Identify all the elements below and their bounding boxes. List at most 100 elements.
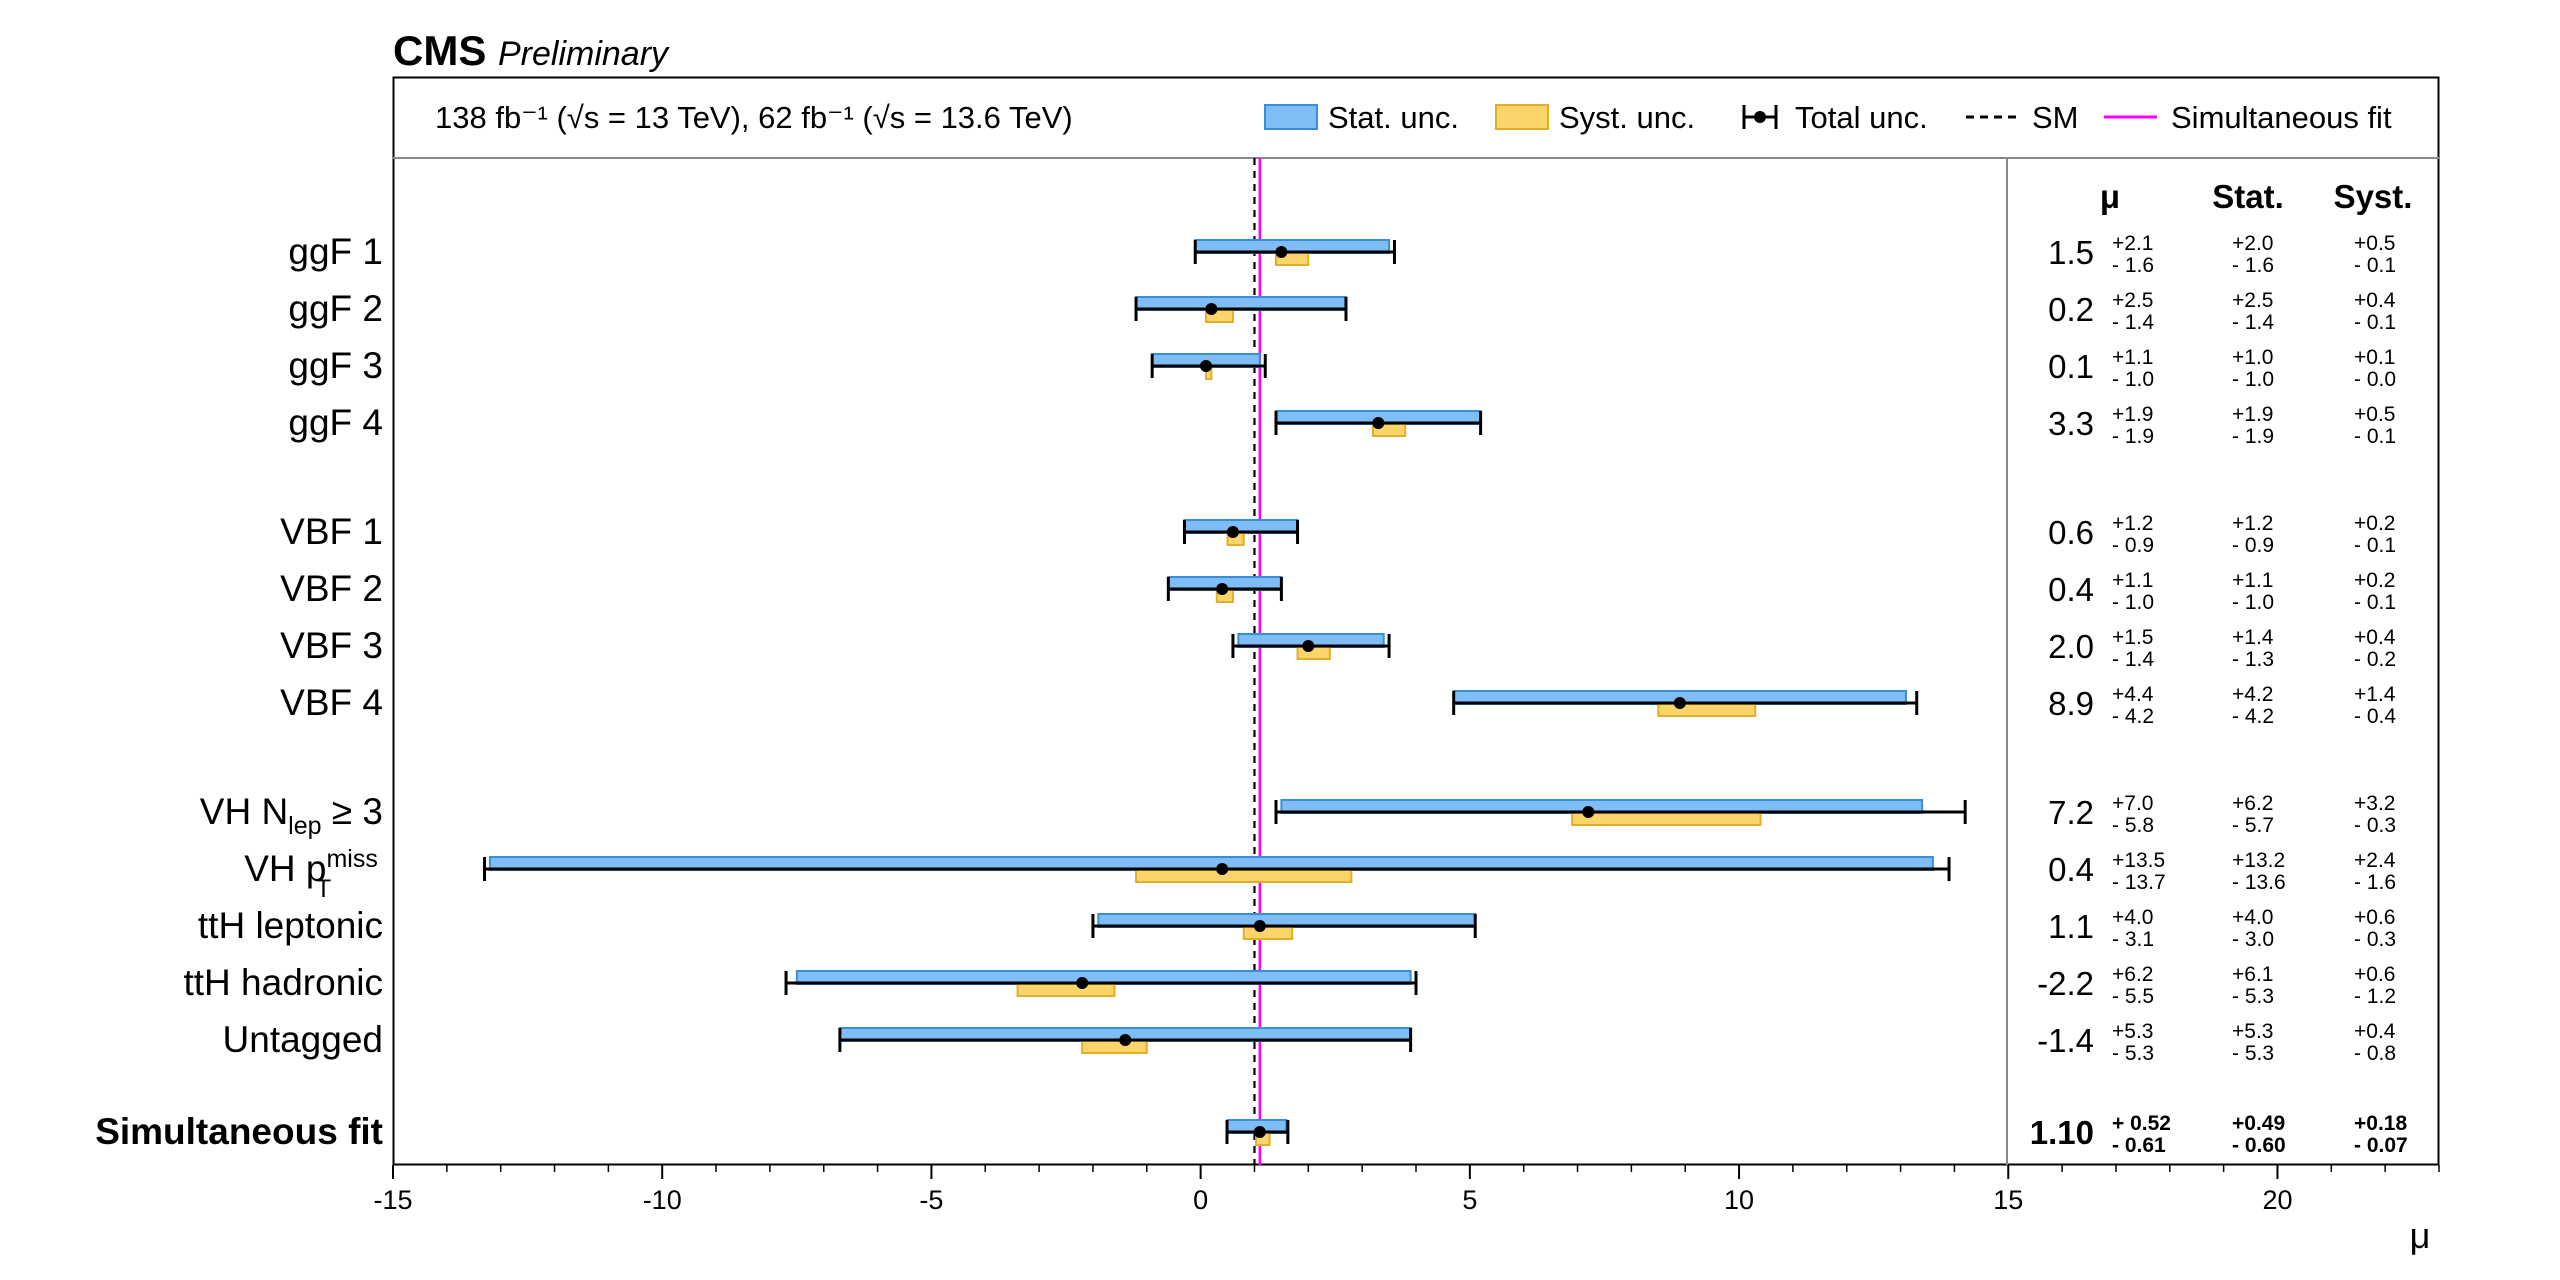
tot-down-value: - 5.3 [2112,1042,2154,1065]
legend-total-point [1754,111,1766,123]
syst-up-value: +3.2 [2354,792,2395,815]
tot-up-value: + 0.52 [2112,1112,2171,1135]
tot-up-value: +5.3 [2112,1020,2153,1043]
category-label-main: ggF 2 [288,288,383,329]
syst-down-value: - 0.4 [2354,705,2396,728]
category-row: VBF 1 0.6 +1.2- 0.9+1.2- 0.9+0.2- 0.1 [280,511,2396,557]
stat-down-value: - 1.0 [2232,368,2274,391]
category-label-sup: miss [326,845,377,873]
stat-up-value: +1.0 [2232,346,2273,369]
stat-down-value: - 5.7 [2232,814,2274,837]
category-row: Simultaneous fit 1.10 + 0.52- 0.61+0.49- 0… [95,1111,2408,1157]
x-tick-label: 15 [1993,1185,2023,1215]
category-label: ggF 2 [288,288,383,329]
tot-up-value: +1.1 [2112,346,2153,369]
category-label-main: ttH leptonic [198,905,383,946]
category-row: ggF 2 0.2 +2.5- 1.4+2.5- 1.4+0.4- 0.1 [288,288,2396,334]
category-label: VH Nlep ≥ 3 [200,791,383,840]
syst-unc-bar [1657,703,1757,717]
category-row: ggF 3 0.1 +1.1- 1.0+1.0- 1.0+0.1- 0.0 [288,345,2396,391]
category-label: ggF 4 [288,402,383,443]
tot-down-value: - 0.9 [2112,534,2154,557]
tot-up-value: +1.2 [2112,512,2153,535]
syst-down-value: - 1.2 [2354,985,2396,1008]
stat-down-value: - 1.0 [2232,591,2274,614]
category-label-rest: ≥ 3 [322,791,383,832]
category-label: VBF 4 [280,682,383,723]
category-row: VH pmiss T 0.4 +13.5- 13.7 +13.2- 13.6 +2.4-… [244,845,2396,903]
x-axis-label: μ [2410,1215,2431,1256]
tot-down-value: - 1.4 [2112,648,2154,671]
stat-down-value: - 1.9 [2232,425,2274,448]
mu-value: 7.2 [2048,794,2094,831]
syst-down-value: - 0.2 [2354,648,2396,671]
syst-up-value: +0.6 [2354,963,2395,986]
mu-value: 1.5 [2048,234,2094,271]
syst-unc-bar [1242,926,1294,940]
tot-down-value: - 1.6 [2112,254,2154,277]
syst-up-value: +0.18 [2354,1112,2407,1135]
tot-up-value: +1.1 [2112,569,2153,592]
category-row: Untagged -1.4 +5.3- 5.3+5.3- 5.3+0.4- 0.8 [223,1019,2397,1065]
tot-up-value: +13.5 [2112,849,2165,872]
mu-point [1673,697,1686,709]
category-label-main: VBF 1 [280,511,383,552]
stat-down-value: - 1.6 [2232,254,2274,277]
category-label-sub: T [316,875,331,903]
mu-point [1582,806,1595,818]
mu-point [1226,526,1239,538]
category-label-main: ttH hadronic [184,962,384,1003]
tot-up-value: +2.1 [2112,232,2153,255]
stat-down-value: - 13.6 [2232,871,2286,894]
mu-point [1216,863,1229,875]
stat-down-value: - 0.9 [2232,534,2274,557]
x-tick-label: 0 [1193,1185,1208,1215]
experiment-label: CMS [393,27,486,74]
mu-value: 3.3 [2048,405,2094,442]
stat-up-value: +13.2 [2232,849,2285,872]
category-row: ttH leptonic 1.1 +4.0- 3.1+4.0- 3.0+0.6- 0… [198,905,2396,951]
tot-down-value: - 13.7 [2112,871,2166,894]
syst-down-value: - 0.1 [2354,311,2396,334]
legend: Stat. unc. Syst. unc. Total unc. SM Simultan… [1264,100,2392,135]
category-label-main: Untagged [223,1019,383,1060]
category-label-main: VBF 4 [280,682,383,723]
stat-down-value: - 1.4 [2232,311,2274,334]
stat-up-value: +1.1 [2232,569,2273,592]
mu-point [1302,640,1315,652]
category-row: VH Nlep ≥ 3 7.2 +7.0- 5.8 +6.2- 5.7 +3.2- 0.… [200,791,2396,840]
syst-down-value: - 0.3 [2354,928,2396,951]
x-tick-label: -15 [373,1185,412,1215]
stat-up-value: +4.2 [2232,683,2273,706]
x-axis: -15 -10 -5 0 5 10 15 20 [373,1165,2440,1215]
tot-down-value: - 4.2 [2112,705,2154,728]
stat-down-value: - 5.3 [2232,1042,2274,1065]
mu-point [1372,417,1385,429]
category-label-sub: lep [288,812,321,840]
category-row: VBF 2 0.4 +1.1- 1.0+1.1- 1.0+0.2- 0.1 [280,568,2396,614]
syst-down-value: - 1.6 [2354,871,2396,894]
stat-up-value: +6.1 [2232,963,2273,986]
x-tick-label: 5 [1462,1185,1477,1215]
legend-syst-label: Syst. unc. [1559,100,1695,135]
tot-up-value: +1.5 [2112,626,2153,649]
category-label-main: Simultaneous fit [95,1111,383,1152]
legend-fit-label: Simultaneous fit [2171,100,2392,135]
syst-down-value: - 0.1 [2354,425,2396,448]
category-label: VH pmiss T [244,845,383,903]
stat-up-value: +0.49 [2232,1112,2285,1135]
syst-unc-bar [1296,646,1331,660]
syst-up-value: +1.4 [2354,683,2396,706]
tot-down-value: - 5.8 [2112,814,2154,837]
category-label: ttH hadronic [184,962,384,1003]
stat-down-value: - 5.3 [2232,985,2274,1008]
mu-point [1253,1126,1266,1138]
category-row: ggF 4 3.3 +1.9- 1.9+1.9- 1.9+0.5- 0.1 [288,402,2396,448]
plot-frame [392,76,2440,1166]
tot-down-value: - 0.61 [2112,1134,2166,1157]
category-label: VBF 1 [280,511,383,552]
syst-up-value: +0.4 [2354,1020,2396,1043]
syst-unc-bar [1571,812,1762,826]
syst-up-value: +0.5 [2354,403,2395,426]
